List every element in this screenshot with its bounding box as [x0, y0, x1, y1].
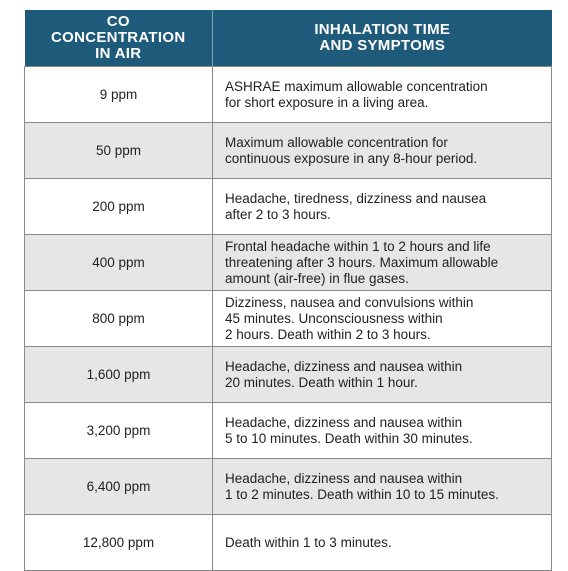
concentration-cell: 12,800 ppm [24, 514, 213, 571]
table-row: 50 ppm Maximum allowable concentration f… [24, 122, 552, 179]
co-exposure-table: CO CONCENTRATION IN AIR INHALATION TIME … [24, 10, 552, 571]
concentration-cell: 1,600 ppm [24, 346, 213, 403]
symptoms-cell: Headache, dizziness and nausea within 20… [212, 346, 552, 403]
symptoms-cell: Headache, dizziness and nausea within 1 … [212, 458, 552, 515]
symptoms-cell: Frontal headache within 1 to 2 hours and… [212, 234, 552, 291]
symptoms-cell: Maximum allowable concentration for cont… [212, 122, 552, 179]
table-row: 6,400 ppm Headache, dizziness and nausea… [24, 458, 552, 515]
table-row: 1,600 ppm Headache, dizziness and nausea… [24, 346, 552, 403]
symptoms-cell: Headache, dizziness and nausea within 5 … [212, 402, 552, 459]
table-row: 200 ppm Headache, tiredness, dizziness a… [24, 178, 552, 235]
symptoms-cell: Headache, tiredness, dizziness and nause… [212, 178, 552, 235]
symptoms-cell: Death within 1 to 3 minutes. [212, 514, 552, 571]
concentration-cell: 800 ppm [24, 290, 213, 347]
concentration-cell: 50 ppm [24, 122, 213, 179]
header-symptoms: INHALATION TIME AND SYMPTOMS [212, 10, 552, 67]
concentration-cell: 200 ppm [24, 178, 213, 235]
table-row: 400 ppm Frontal headache within 1 to 2 h… [24, 234, 552, 291]
concentration-cell: 400 ppm [24, 234, 213, 291]
table-header-row: CO CONCENTRATION IN AIR INHALATION TIME … [24, 10, 552, 67]
concentration-cell: 9 ppm [24, 66, 213, 123]
table-row: 800 ppm Dizziness, nausea and convulsion… [24, 290, 552, 347]
table-row: 12,800 ppm Death within 1 to 3 minutes. [24, 514, 552, 571]
table-row: 9 ppm ASHRAE maximum allowable concentra… [24, 66, 552, 123]
header-concentration: CO CONCENTRATION IN AIR [24, 10, 213, 67]
table-row: 3,200 ppm Headache, dizziness and nausea… [24, 402, 552, 459]
symptoms-cell: ASHRAE maximum allowable concentration f… [212, 66, 552, 123]
concentration-cell: 6,400 ppm [24, 458, 213, 515]
concentration-cell: 3,200 ppm [24, 402, 213, 459]
symptoms-cell: Dizziness, nausea and convulsions within… [212, 290, 552, 347]
co-exposure-table-container: CO CONCENTRATION IN AIR INHALATION TIME … [24, 10, 552, 571]
